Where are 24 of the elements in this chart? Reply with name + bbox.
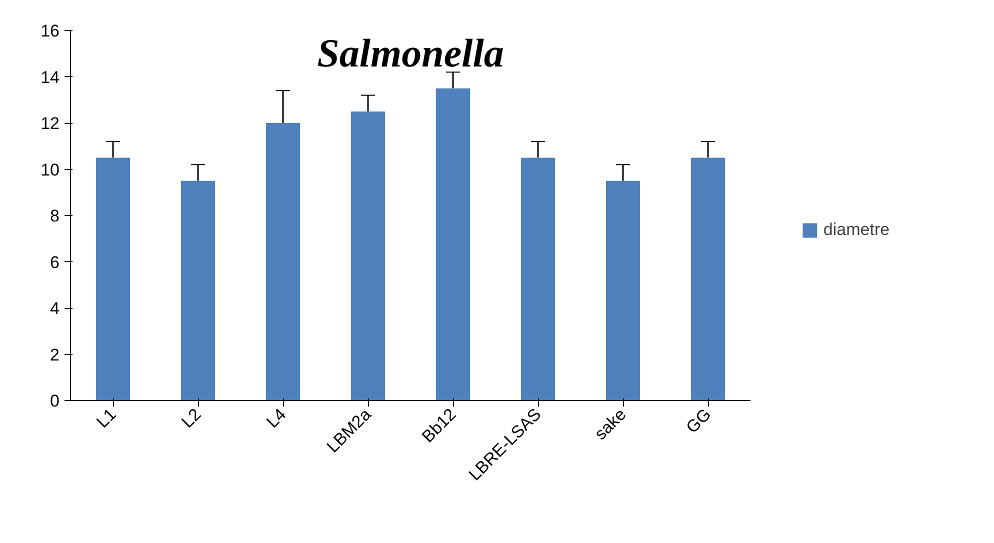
bar [96, 158, 130, 400]
y-tick-label: 2 [50, 345, 60, 364]
y-tick-label: 0 [50, 392, 60, 410]
y-tick-label: 12 [40, 114, 60, 133]
bar [436, 88, 470, 400]
bar [606, 180, 640, 400]
y-tick-label: 4 [50, 299, 60, 318]
y-tick-label: 8 [50, 206, 60, 226]
bar [181, 180, 215, 400]
bar [351, 111, 385, 400]
legend-label: diametre [823, 220, 890, 240]
bar [266, 123, 300, 400]
y-tick-label: 6 [50, 252, 60, 272]
y-tick-label: 10 [40, 160, 60, 180]
x-tick-label: GG [682, 404, 715, 437]
bar [691, 158, 725, 400]
x-tick-label: L2 [178, 404, 205, 432]
bar [521, 158, 555, 400]
y-tick-label: 14 [40, 68, 60, 87]
x-tick-label: L4 [262, 404, 290, 432]
chart-title: Salmonella [317, 30, 504, 76]
y-tick-label: 16 [40, 22, 60, 40]
x-tick-label: L1 [92, 404, 120, 432]
x-tick-label: sake [590, 404, 630, 444]
